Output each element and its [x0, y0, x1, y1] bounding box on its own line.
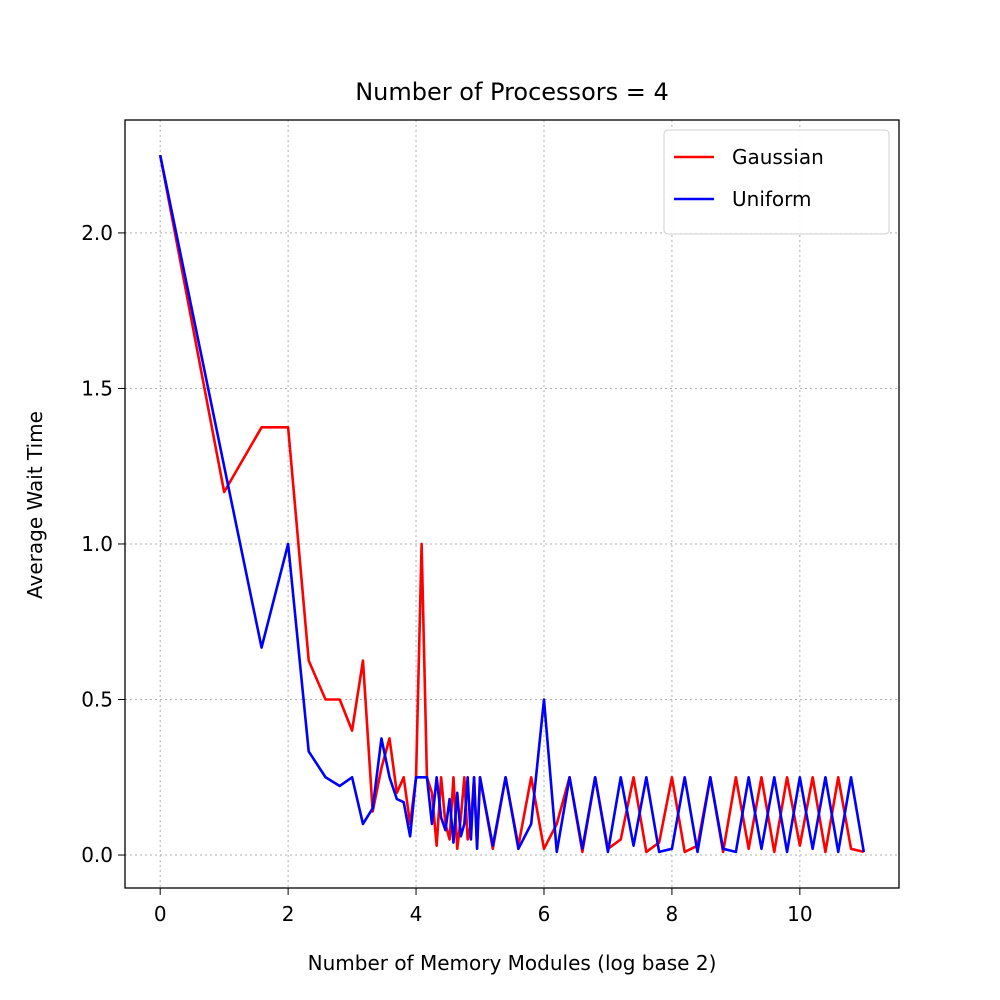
x-tick-label: 6: [538, 902, 551, 926]
x-tick-label: 2: [282, 902, 295, 926]
y-tick-label: 1.0: [81, 532, 113, 556]
legend-label: Uniform: [732, 187, 812, 211]
y-tick-label: 0.0: [81, 843, 113, 867]
x-tick-label: 8: [666, 902, 679, 926]
x-tick-label: 0: [154, 902, 167, 926]
x-tick-label: 10: [787, 902, 812, 926]
x-tick-label: 4: [410, 902, 423, 926]
chart-title: Number of Processors = 4: [355, 78, 669, 106]
y-axis-label: Average Wait Time: [23, 411, 47, 599]
legend-label: Gaussian: [732, 145, 824, 169]
y-tick-label: 1.5: [81, 376, 113, 400]
x-axis-label: Number of Memory Modules (log base 2): [308, 951, 717, 975]
y-tick-label: 2.0: [81, 221, 113, 245]
y-tick-label: 0.5: [81, 687, 113, 711]
legend-box: [663, 129, 890, 235]
plot-frame: [124, 119, 900, 889]
line: [158, 154, 866, 854]
